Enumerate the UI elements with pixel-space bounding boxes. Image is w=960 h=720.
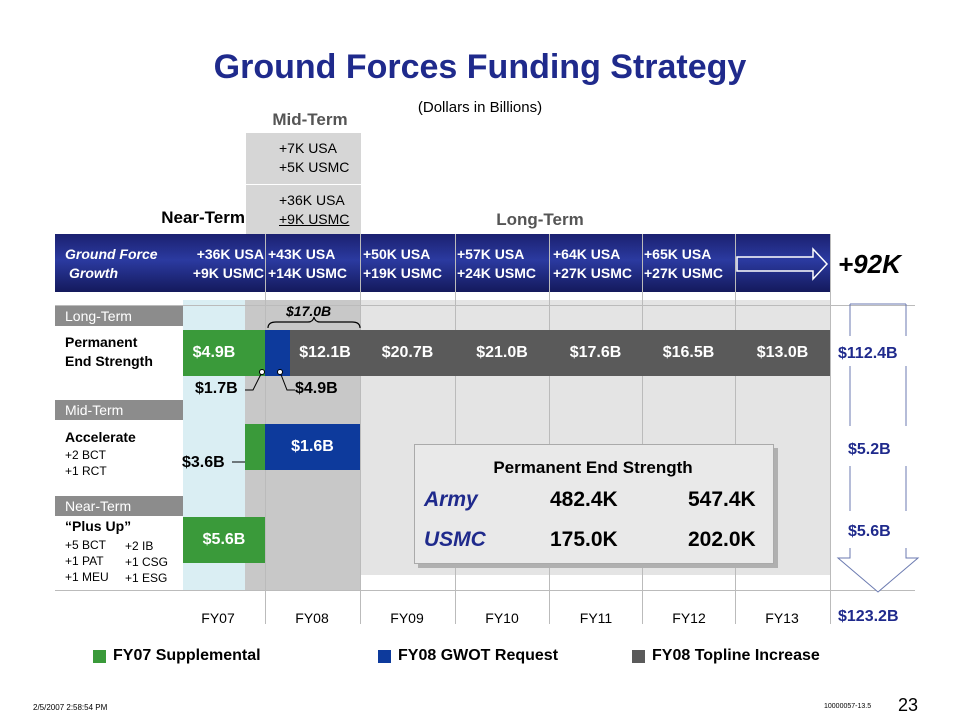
section-mid-term: Mid-Term: [55, 400, 183, 420]
growth-fy09-usmc: +19K USMC: [363, 265, 442, 281]
footer-code: 10000057-13.5: [824, 703, 872, 710]
legend-blue-swatch: [378, 650, 391, 663]
pes-title: Permanent End Strength: [493, 458, 693, 477]
cell-fy12: $16.5B: [642, 330, 735, 376]
cell-fy08-accelerate-green: [245, 424, 265, 470]
growth-fy11-usa: +64K USA: [553, 246, 621, 262]
mid-term-line3: +36K USA: [279, 192, 345, 208]
divider-fy12: [642, 234, 643, 624]
rule-bottom: [55, 590, 915, 591]
total-permanent: $112.4B: [838, 345, 898, 362]
pes-army-from: 482.4K: [550, 488, 618, 511]
mid-term-divider: [246, 184, 361, 185]
mid-term-label: Mid-Term: [272, 110, 348, 129]
callout-4-9: $4.9B: [295, 380, 338, 397]
footer-date: 2/5/2007 2:58:54 PM: [33, 703, 108, 712]
year-fy07: FY07: [201, 610, 235, 626]
plusup-b2: +1 CSG: [125, 555, 169, 569]
growth-fy10-usmc: +24K USMC: [457, 265, 536, 281]
row-accelerate-rct: +1 RCT: [65, 464, 107, 478]
cell-fy13: $13.0B: [735, 330, 830, 376]
year-fy10: FY10: [485, 610, 519, 626]
growth-bar: [55, 234, 830, 292]
row-permanent-1: Permanent: [65, 334, 138, 350]
year-fy09: FY09: [390, 610, 424, 626]
growth-arrow: [736, 247, 829, 281]
total-plusup: $5.6B: [848, 523, 891, 540]
totals-arrows: [836, 303, 920, 593]
cell-fy07-permanent: $4.9B: [183, 330, 245, 376]
near-term-label: Near-Term: [161, 208, 245, 227]
growth-label-1: Ground Force: [65, 246, 158, 262]
growth-fy08-usa: +43K USA: [268, 246, 336, 262]
mid-term-box: [246, 133, 361, 238]
plusup-a3: +1 MEU: [65, 570, 109, 584]
row-accelerate-bct: +2 BCT: [65, 448, 107, 462]
plusup-a1: +5 BCT: [65, 538, 107, 552]
mid-term-line4: +9K USMC: [279, 211, 350, 227]
divider-total: [830, 234, 831, 624]
legend-green-label: FY07 Supplemental: [113, 647, 261, 664]
growth-fy08-usmc: +14K USMC: [268, 265, 347, 281]
pes-usmc-from: 175.0K: [550, 528, 618, 551]
page-number: 23: [898, 695, 919, 715]
rule-top: [55, 305, 915, 306]
subtitle: (Dollars in Billions): [417, 99, 543, 116]
long-term-label: Long-Term: [496, 210, 584, 229]
growth-total: +92K: [838, 249, 901, 279]
cell-fy10: $21.0B: [455, 330, 549, 376]
permanent-end-strength-box: [414, 444, 774, 564]
row-permanent-2: End Strength: [65, 353, 153, 369]
growth-fy10-usa: +57K USA: [457, 246, 525, 262]
total-accelerate: $5.2B: [848, 441, 891, 458]
cell-fy08-permanent-blue: [265, 330, 290, 376]
total-grand: $123.2B: [838, 608, 899, 625]
year-fy13: FY13: [765, 610, 799, 626]
growth-fy09-usa: +50K USA: [363, 246, 431, 262]
bracket-brace: [267, 316, 361, 329]
growth-fy07-usa: +36K USA: [196, 246, 264, 262]
pes-usmc-to: 202.0K: [688, 528, 756, 551]
legend-green-swatch: [93, 650, 106, 663]
row-accelerate: Accelerate: [65, 429, 136, 445]
cell-fy08-accelerate: $1.6B: [265, 424, 360, 470]
cell-fy08-permanent-green: [245, 330, 265, 376]
section-long-term: Long-Term: [55, 306, 183, 326]
section-near-term: Near-Term: [55, 496, 183, 516]
pes-usmc: USMC: [424, 528, 486, 551]
page-title: Ground Forces Funding Strategy: [213, 48, 747, 86]
plusup-b3: +1 ESG: [125, 571, 168, 585]
pes-army-to: 547.4K: [688, 488, 756, 511]
cell-fy09: $20.7B: [360, 330, 455, 376]
growth-fy12-usa: +65K USA: [644, 246, 712, 262]
callout-leaders-top: [245, 369, 295, 391]
growth-fy07-usmc: +9K USMC: [192, 265, 264, 281]
growth-label-2: Growth: [69, 265, 118, 281]
callout-1-7: $1.7B: [195, 380, 238, 397]
cell-fy11: $17.6B: [549, 330, 642, 376]
plusup-a2: +1 PAT: [65, 554, 104, 568]
legend-gray-swatch: [632, 650, 645, 663]
mid-term-line1: +7K USA: [279, 140, 337, 156]
callout-3-6: $3.6B: [182, 454, 225, 471]
divider-fy11: [549, 234, 550, 624]
legend-gray-label: FY08 Topline Increase: [652, 647, 820, 664]
divider-fy13: [735, 234, 736, 624]
growth-fy11-usmc: +27K USMC: [553, 265, 632, 281]
growth-fy12-usmc: +27K USMC: [644, 265, 723, 281]
pes-army: Army: [424, 488, 478, 511]
legend-blue-label: FY08 GWOT Request: [398, 647, 559, 664]
divider-fy10: [455, 234, 456, 624]
cell-fy08-permanent: $12.1B: [290, 330, 360, 376]
year-fy12: FY12: [672, 610, 706, 626]
mid-term-line2: +5K USMC: [279, 159, 350, 175]
cell-fy07-plusup: $5.6B: [183, 517, 265, 563]
divider-fy09: [360, 234, 361, 624]
row-plusup: “Plus Up”: [65, 518, 132, 534]
year-fy08: FY08: [295, 610, 329, 626]
bracket-label: $17.0B: [286, 303, 332, 319]
year-fy11: FY11: [579, 610, 613, 626]
plusup-b1: +2 IB: [125, 539, 154, 553]
